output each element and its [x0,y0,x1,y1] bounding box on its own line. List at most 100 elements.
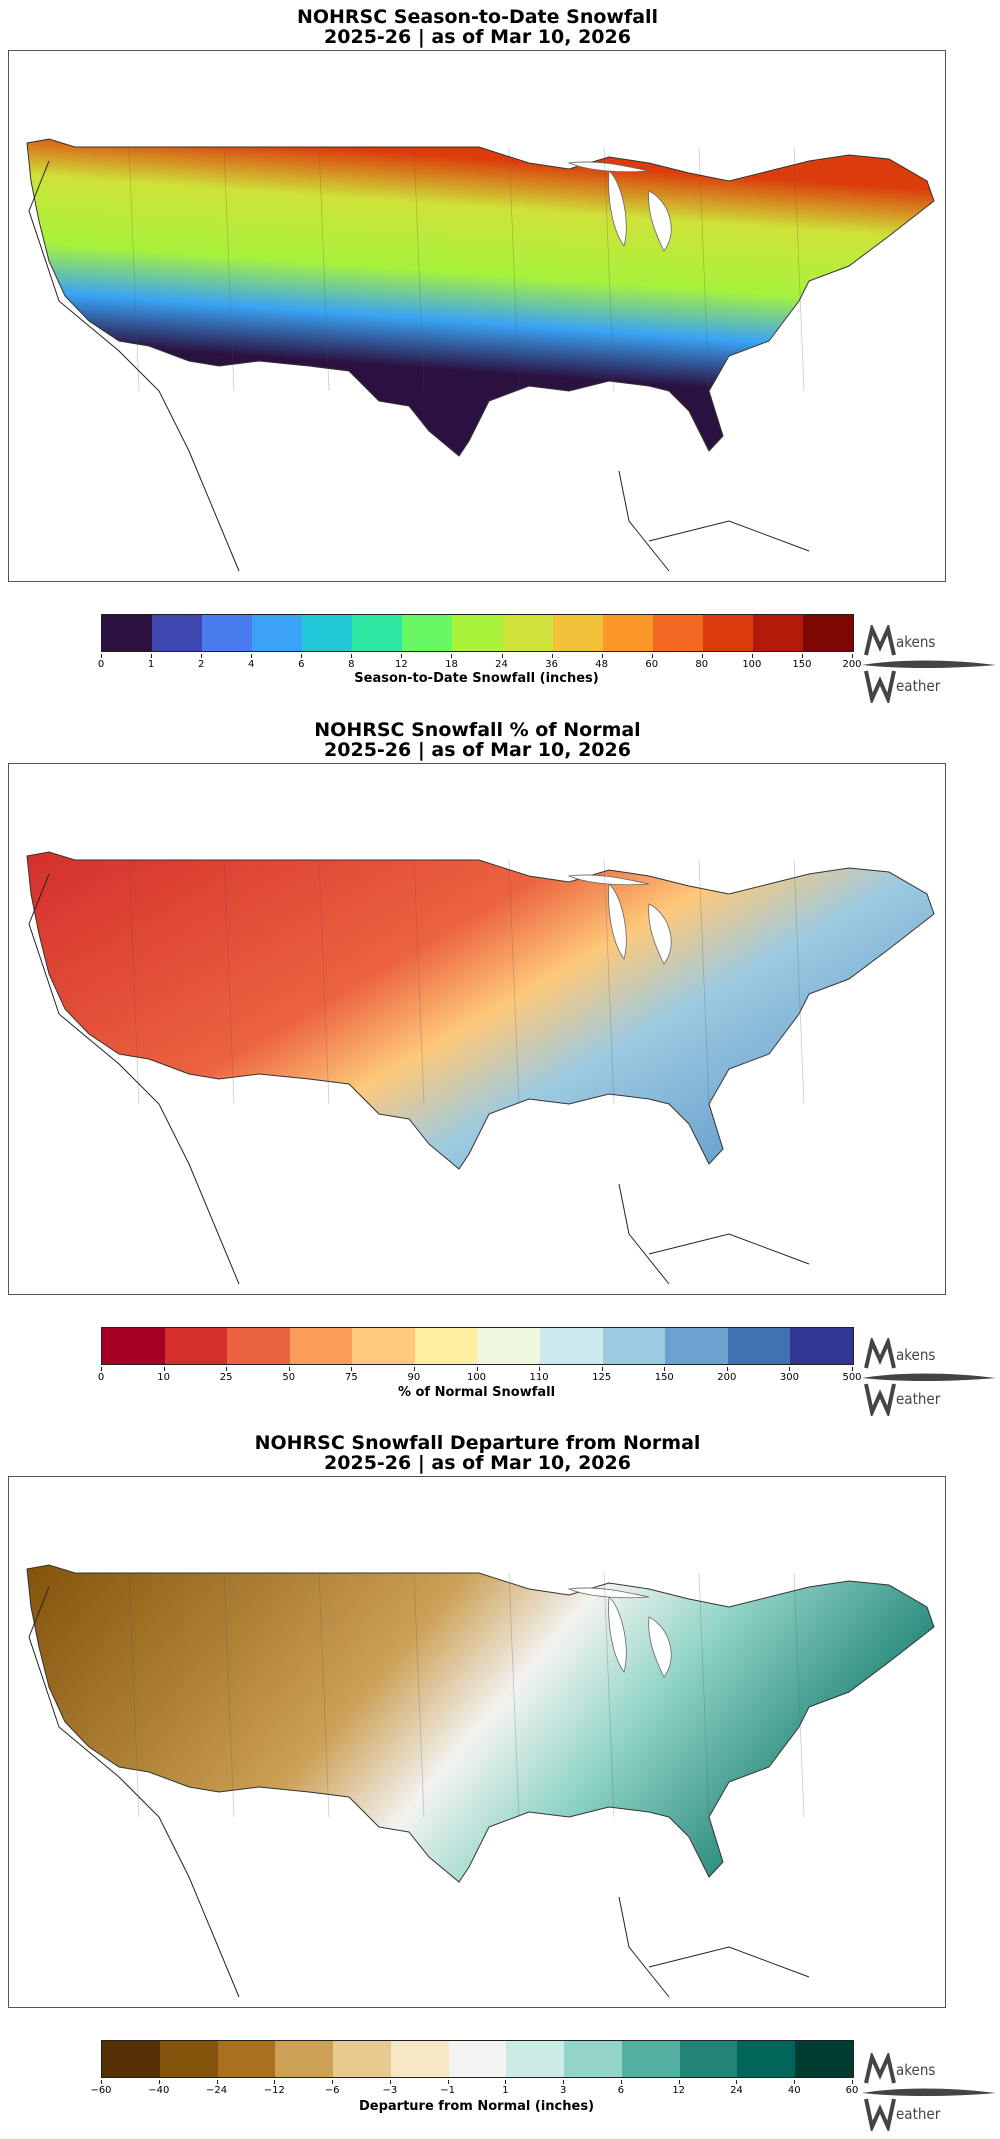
tick-mark [332,2080,334,2084]
colorbar-swatch [540,1328,603,1364]
tick-label: 6 [298,659,305,670]
tick-label: 90 [407,1372,421,1383]
colorbar-ticks: −60 −40 −24 −12 −6 −3 −1 1 3 6 12 24 40 60 [90,2080,858,2099]
tick-label: 24 [495,659,508,670]
colorbar-percent-normal [101,1327,854,1365]
tick-mark [101,1367,102,1371]
state-border [413,859,425,1105]
colorbar-swatch [564,2041,622,2077]
tick-mark [651,654,653,658]
great-lakes [567,161,672,252]
tick-label: −6 [324,2085,340,2096]
colorbar-swatch [448,2041,507,2077]
tick-label: 3 [559,2085,567,2096]
colorbar-swatch [402,615,453,651]
tick-label: 80 [695,659,709,670]
tick-mark [726,1367,728,1371]
colorbar-swatch [621,2041,680,2077]
tick-mark [216,2080,218,2084]
colorbar-season-snowfall [101,614,854,652]
tick-mark [351,654,353,658]
tick-mark [852,654,853,658]
tick-mark [274,2080,276,2084]
colorbar-swatch [602,615,653,651]
tick-mark [351,1367,353,1371]
tick-mark [563,2080,565,2084]
conus-snowfall-field [26,851,935,1170]
colorbar-swatch [302,615,353,651]
tick-label: 300 [779,1372,799,1383]
tick-mark [251,654,253,658]
colorbar-swatch [352,1328,415,1364]
tick-mark [789,1367,791,1371]
logo-mark-svg [862,1335,996,1419]
state-border [128,859,140,1105]
colorbar-swatch [506,2041,565,2077]
colorbar-label: Season-to-Date Snowfall (inches) [354,671,599,686]
colorbar-swatch [737,2041,796,2077]
tick-label: −24 [205,2085,228,2096]
tick-label: 110 [529,1372,549,1383]
colorbar-swatch [202,615,253,651]
tick-label: 150 [792,659,812,670]
colorbar-swatch [727,1328,791,1364]
tick-label: −40 [148,2085,170,2096]
state-border [223,859,235,1105]
panel-title-line2: 2025-26 | as of Mar 10, 2026 [324,1452,631,1474]
state-border [508,859,520,1105]
state-border [698,1572,710,1818]
state-border [603,146,615,392]
state-border [128,146,140,392]
state-border [413,1572,425,1818]
tick-mark [551,654,553,658]
tick-label: 6 [617,2085,625,2096]
colorbar-swatch [102,1328,165,1364]
state-border [508,1572,520,1818]
tick-mark [852,2080,853,2084]
tick-label: 12 [672,2085,686,2096]
tick-mark [447,2080,449,2084]
great-lakes [567,874,672,965]
tick-label: 36 [545,659,558,670]
colorbar-swatch [790,1328,853,1364]
conus-snowfall-field [26,1564,935,1883]
logo-mark-svg [862,2050,996,2134]
colorbar-swatch [352,615,403,651]
state-border [223,1572,235,1818]
colorbar-label: % of Normal Snowfall [397,1385,556,1400]
tick-mark [601,1367,603,1371]
makens-weather-logo: akens eather [858,2050,998,2134]
colorbar-swatch [752,615,803,651]
conus-snowfall-field [26,138,935,457]
coastline [28,873,810,1285]
tick-mark [736,2080,738,2084]
colorbar-ticks: 0 10 25 50 75 90 100 110 125 150 200 300 500 [98,1367,862,1386]
colorbar-swatch [159,2041,218,2077]
tick-label: 2 [197,659,205,670]
colorbar-swatch [502,615,553,651]
tick-mark [539,1367,541,1371]
colorbar-swatch [217,2041,276,2077]
tick-label: −12 [263,2085,285,2096]
colorbar-swatch [333,2041,391,2077]
state-border [698,859,710,1105]
tick-label: 60 [845,2085,859,2096]
state-border [318,1572,330,1818]
logo-text-makens: akens [896,633,936,651]
tick-mark [158,2080,160,2084]
state-border [318,146,330,392]
tick-mark [389,2080,391,2084]
colorbar-swatch [289,1328,353,1364]
colorbar-swatch [452,615,503,651]
colorbar-swatch [702,615,753,651]
tick-label: 10 [157,1372,170,1383]
tick-mark [501,654,503,658]
tick-label: −1 [440,2085,455,2096]
tick-label: 48 [595,659,609,670]
tick-mark [101,654,102,658]
tick-label: 50 [282,1372,296,1383]
logo-text-makens: akens [896,2061,936,2079]
tick-label: 8 [348,659,355,670]
logo-mark-svg [862,622,996,706]
colorbar-swatch [102,2041,160,2077]
